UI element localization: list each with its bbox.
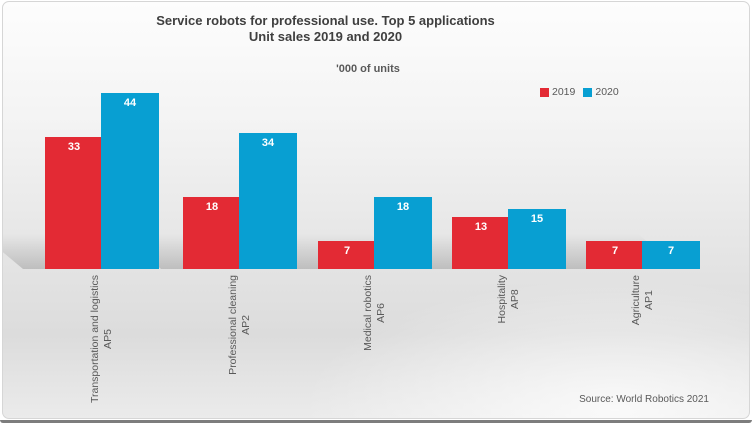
- plot-area: 33 44 Transportation and logistics AP5 18 34 P…: [3, 2, 749, 418]
- category-label-ap2: Professional cleaning AP2: [227, 275, 253, 375]
- category-label-ap8: Hospitality AP8: [496, 275, 522, 323]
- legend-swatch-2020: [583, 87, 593, 97]
- category-label-ap5: Transportation and logistics AP5: [89, 275, 115, 403]
- bar-2020-ap8: 15: [508, 209, 566, 269]
- bar-value-label: 7: [667, 245, 675, 257]
- category-code: AP8: [509, 289, 521, 310]
- category-label-ap6: Medical robotics AP6: [362, 275, 388, 351]
- bar-value-label: 13: [474, 221, 488, 233]
- category-label-anchor-ap2: Professional cleaning AP2: [227, 275, 253, 375]
- category-name: Hospitality: [496, 275, 508, 324]
- legend-label-2019: 2019: [552, 86, 576, 98]
- category-name: Transportation and logistics: [89, 275, 101, 404]
- category-code: AP1: [643, 290, 655, 311]
- bar-2020-ap6: 18: [374, 197, 432, 269]
- category-code: AP5: [102, 329, 114, 349]
- bar-value-label: 15: [530, 213, 544, 225]
- category-label-anchor-ap5: Transportation and logistics AP5: [89, 275, 115, 403]
- bar-2020-ap5: 44: [101, 93, 159, 269]
- bar-2019-ap8: 13: [452, 217, 510, 269]
- category-label-anchor-ap1: Agriculture AP1: [630, 275, 656, 325]
- category-code: AP2: [240, 314, 252, 335]
- legend-item-2020: 2020: [583, 86, 619, 98]
- bar-value-label: 7: [343, 245, 351, 257]
- chart-title-line1: Service robots for professional use. Top…: [156, 13, 495, 28]
- bar-value-label: 33: [67, 141, 81, 153]
- bar-value-label: 7: [611, 245, 619, 257]
- bar-value-label: 44: [123, 97, 137, 109]
- legend-item-2019: 2019: [540, 86, 575, 98]
- bar-value-label: 34: [261, 137, 275, 149]
- source-note: Source: World Robotics 2021: [579, 394, 709, 405]
- bar-2020-ap1: 7: [642, 241, 700, 269]
- legend-swatch-2019: [540, 87, 549, 97]
- bar-value-label: 18: [205, 201, 219, 213]
- category-label-anchor-ap6: Medical robotics AP6: [362, 275, 388, 351]
- chart-title-line2: Unit sales 2019 and 2020: [248, 29, 403, 44]
- legend-label-2020: 2020: [595, 86, 619, 98]
- card-bottom-edge: [0, 420, 752, 423]
- bar-2019-ap5: 33: [45, 137, 103, 269]
- bar-value-label: 18: [396, 201, 410, 213]
- category-label-ap1: Agriculture AP1: [630, 275, 656, 325]
- bar-2019-ap1: 7: [586, 241, 644, 269]
- category-name: Medical robotics: [362, 275, 374, 351]
- bar-2019-ap2: 18: [183, 197, 241, 269]
- category-code: AP6: [375, 303, 387, 323]
- bar-2020-ap2: 34: [239, 133, 297, 269]
- category-name: Professional cleaning: [227, 275, 239, 375]
- category-label-anchor-ap8: Hospitality AP8: [496, 275, 522, 323]
- bar-2019-ap6: 7: [318, 241, 376, 269]
- legend: 2019 2020: [540, 86, 619, 98]
- unit-label: '000 of units: [336, 63, 400, 75]
- category-name: Agriculture: [630, 275, 642, 326]
- chart-title: Service robots for professional use. Top…: [3, 13, 648, 45]
